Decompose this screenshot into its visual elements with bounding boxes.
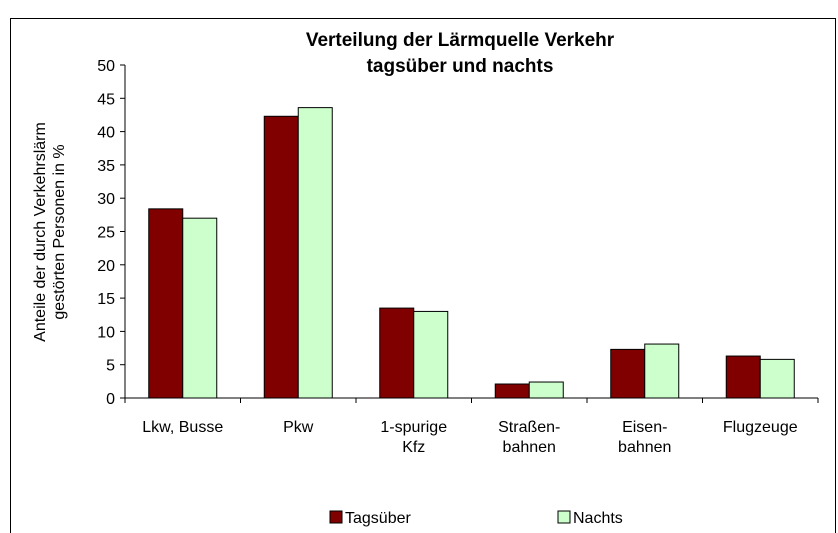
legend-label: Tagsüber <box>345 510 411 527</box>
bar <box>263 115 299 399</box>
chart-title: Verteilung der Lärmquelle Verkehr tagsübe… <box>306 30 615 77</box>
bar <box>725 355 761 399</box>
y-tick-label: 50 <box>97 58 115 75</box>
x-tick-label: 1-spurige Kfz <box>380 419 447 456</box>
bar <box>148 208 184 399</box>
y-tick-label: 40 <box>97 125 115 142</box>
bar <box>379 307 415 399</box>
y-tick-label: 10 <box>97 324 115 341</box>
legend-label: Nachts <box>573 510 623 527</box>
x-tick-label: Lkw, Busse <box>142 419 223 436</box>
x-tick-label: Flugzeuge <box>723 419 798 436</box>
bar <box>297 107 333 399</box>
y-tick-label: 20 <box>97 258 115 275</box>
y-tick-label: 15 <box>97 291 115 308</box>
y-tick-label: 30 <box>97 191 115 208</box>
legend-swatch <box>557 510 571 524</box>
y-tick-label: 35 <box>97 158 115 175</box>
y-tick-label: 25 <box>97 225 115 242</box>
legend-swatch <box>329 510 343 524</box>
x-tick-label: Pkw <box>283 419 314 436</box>
y-tick-label: 0 <box>106 391 115 408</box>
bar <box>610 348 646 399</box>
y-axis-label: Anteile der durch Verkehrslärm gestörten … <box>32 122 68 342</box>
x-tick-label: Straßen-bahnen <box>498 419 560 456</box>
y-tick-label: 45 <box>97 91 115 108</box>
bar <box>182 217 218 399</box>
x-tick-label: Eisen-bahnen <box>618 419 671 456</box>
bar <box>644 343 680 399</box>
bar <box>413 310 449 399</box>
bar <box>759 358 795 399</box>
bar <box>494 383 530 399</box>
chart-border <box>10 18 836 533</box>
y-tick-label: 5 <box>106 358 115 375</box>
bar <box>528 381 564 399</box>
